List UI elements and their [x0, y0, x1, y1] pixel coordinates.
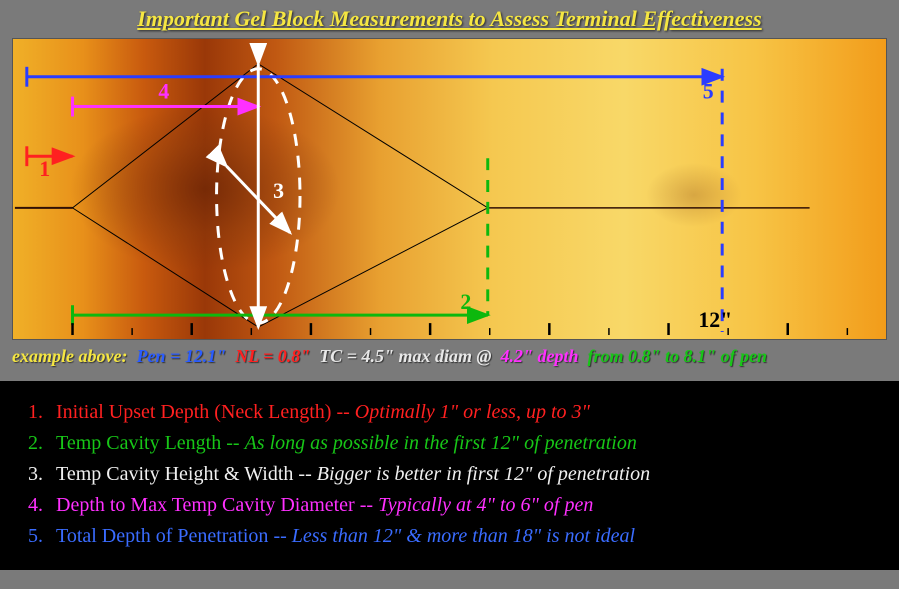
- legend-term: Temp Cavity Height & Width: [56, 463, 293, 485]
- legend-number: 3.: [28, 459, 56, 490]
- legend-row: 4.Depth to Max Temp Cavity Diameter -- T…: [28, 490, 871, 521]
- title-bar: Important Gel Block Measurements to Asse…: [0, 0, 899, 38]
- svg-text:4: 4: [158, 80, 169, 104]
- legend-number: 2.: [28, 428, 56, 459]
- legend-row: 1.Initial Upset Depth (Neck Length) -- O…: [28, 397, 871, 428]
- legend-row: 3.Temp Cavity Height & Width -- Bigger i…: [28, 459, 871, 490]
- legend-desc: Optimally 1" or less, up to 3": [355, 401, 590, 423]
- example-prefix: example above:: [12, 346, 127, 366]
- page-title: Important Gel Block Measurements to Asse…: [137, 6, 761, 32]
- diagram-svg: 1 4 5 2 3 12": [13, 39, 886, 339]
- example-range: from 0.8" to 8.1" of pen: [588, 346, 767, 366]
- svg-text:5: 5: [703, 80, 714, 104]
- example-tc: TC = 4.5" max diam @: [319, 346, 491, 366]
- legend-desc: Less than 12" & more than 18" is not ide…: [292, 525, 635, 547]
- legend-number: 5.: [28, 521, 56, 552]
- legend-row: 5.Total Depth of Penetration -- Less tha…: [28, 521, 871, 552]
- legend-term: Initial Upset Depth (Neck Length): [56, 401, 331, 423]
- legend-number: 4.: [28, 490, 56, 521]
- legend-term: Depth to Max Temp Cavity Diameter: [56, 494, 355, 516]
- gel-block-diagram: 1 4 5 2 3 12": [12, 38, 887, 340]
- example-pen: Pen = 12.1": [136, 346, 226, 366]
- legend-desc: Bigger is better in first 12" of penetra…: [317, 463, 650, 485]
- legend-desc: As long as possible in the first 12" of …: [245, 432, 637, 454]
- svg-text:2: 2: [460, 290, 471, 314]
- legend-desc: Typically at 4" to 6" of pen: [378, 494, 593, 516]
- example-caption: example above: Pen = 12.1" NL = 0.8" TC …: [12, 346, 887, 367]
- legend-term: Temp Cavity Length: [56, 432, 221, 454]
- example-nl: NL = 0.8": [235, 346, 310, 366]
- svg-text:1: 1: [39, 157, 50, 181]
- example-depth: 4.2" depth: [501, 346, 579, 366]
- legend-number: 1.: [28, 397, 56, 428]
- legend-term: Total Depth of Penetration: [56, 525, 268, 547]
- legend-row: 2.Temp Cavity Length -- As long as possi…: [28, 428, 871, 459]
- svg-text:3: 3: [273, 179, 284, 203]
- svg-text:12": 12": [698, 308, 732, 332]
- legend-panel: 1.Initial Upset Depth (Neck Length) -- O…: [0, 381, 899, 570]
